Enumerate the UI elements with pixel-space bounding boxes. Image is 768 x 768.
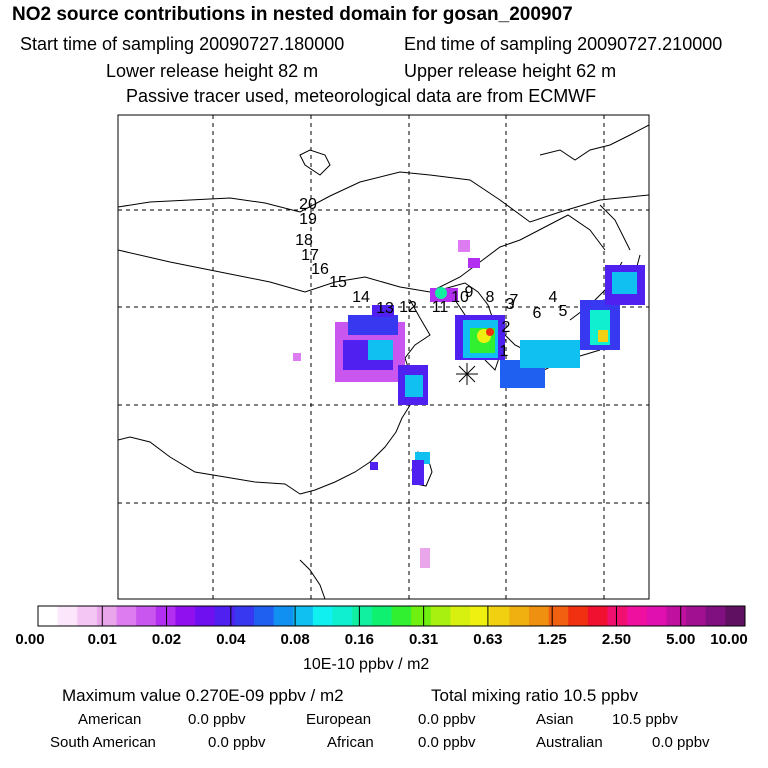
colorbar-swatch [155, 606, 176, 626]
tracer-note: Passive tracer used, meteorological data… [126, 86, 597, 106]
colorbar-swatch [607, 606, 628, 626]
colorbar-swatch [470, 606, 491, 626]
colorbar-swatch [371, 606, 392, 626]
trajectory-label: 6 [533, 305, 542, 322]
colorbar-swatch [57, 606, 78, 626]
colorbar-swatch [666, 606, 687, 626]
region-value: 0.0 ppbv [208, 734, 266, 751]
trajectory-label: 10 [451, 289, 469, 306]
colorbar-tick-label: 0.00 [15, 631, 45, 648]
lower-height-label: Lower release height 82 m [106, 61, 319, 81]
colorbar-unit-label: 10E-10 ppbv / m2 [303, 656, 430, 673]
region-name: Australian [536, 734, 603, 751]
map-grid [118, 115, 649, 599]
colorbar-swatch [116, 606, 137, 626]
start-time-label: Start time of sampling 20090727.180000 [20, 34, 345, 54]
colorbar-swatch [77, 606, 98, 626]
colorbar-border [37, 605, 746, 627]
region-name: Asian [536, 711, 574, 728]
colorbar-swatch [273, 606, 294, 626]
colorbar-swatch [214, 606, 235, 626]
colorbar-swatch [568, 606, 589, 626]
region-value: 0.0 ppbv [418, 734, 476, 751]
chart-title: NO2 source contributions in nested domai… [12, 4, 573, 25]
colorbar-swatch [627, 606, 648, 626]
trajectory-label: 1 [500, 343, 509, 360]
colorbar-swatch [705, 606, 726, 626]
colorbar-swatch [489, 606, 510, 626]
trajectory-label: 8 [486, 289, 495, 306]
colorbar-swatch [234, 606, 255, 626]
colorbar-tick-label: 0.04 [216, 631, 246, 648]
total-mixing-label: Total mixing ratio 10.5 ppbv [431, 686, 638, 705]
colorbar-tick-label: 0.31 [409, 631, 439, 648]
trajectory-label: 16 [311, 261, 329, 278]
trajectory-label: 20 [299, 196, 317, 213]
trajectory-label: 14 [352, 289, 370, 306]
colorbar-swatch [195, 606, 216, 626]
colorbar-swatch [96, 606, 118, 626]
region-name: African [327, 734, 374, 751]
colorbar-swatch [548, 606, 569, 626]
colorbar-tick-label: 0.01 [87, 631, 117, 648]
trajectory-label: 3 [506, 296, 515, 313]
region-name: European [306, 711, 372, 728]
colorbar-swatch [725, 606, 746, 626]
upper-height-label: Upper release height 62 m [404, 61, 617, 81]
trajectory-label: 13 [376, 300, 394, 317]
trajectory-label: 5 [559, 303, 568, 320]
colorbar-tick-label: 1.25 [537, 631, 567, 648]
colorbar-swatch [38, 606, 59, 626]
colorbar-swatch [411, 606, 432, 626]
trajectory-label: 17 [301, 247, 319, 264]
region-value: 0.0 ppbv [188, 711, 246, 728]
colorbar-swatch [254, 606, 275, 626]
colorbar-swatch [175, 606, 196, 626]
colorbar-swatch [450, 606, 471, 626]
trajectory-label: 11 [432, 299, 449, 316]
colorbar-swatch [509, 606, 530, 626]
colorbar-swatch [528, 606, 550, 626]
colorbar-swatch [293, 606, 314, 626]
colorbar-swatch [686, 606, 707, 626]
release-site-marker [456, 363, 478, 385]
region-name: American [78, 711, 142, 728]
colorbar-swatch [646, 606, 667, 626]
max-value-label: Maximum value 0.270E-09 ppbv / m2 [62, 686, 344, 705]
colorbar [37, 605, 746, 627]
colorbar-swatch [312, 606, 334, 626]
trajectory-label: 18 [295, 232, 313, 249]
colorbar-tick-label: 2.50 [601, 631, 632, 648]
trajectory-label: 9 [465, 284, 474, 301]
trajectory-label: 7 [510, 292, 519, 309]
region-value: 10.5 ppbv [612, 711, 678, 728]
trajectory-label: 12 [399, 299, 417, 316]
colorbar-tick-label: 0.63 [473, 631, 503, 648]
colorbar-swatch [587, 606, 609, 626]
trajectory-label: 2 [502, 319, 511, 336]
trajectory-label: 15 [329, 274, 347, 291]
region-name: South American [50, 734, 156, 751]
colorbar-tick-label: 0.02 [151, 631, 182, 648]
colorbar-tick-label: 5.00 [666, 631, 696, 648]
region-value: 0.0 ppbv [652, 734, 710, 751]
trajectory-label: 19 [299, 211, 317, 228]
colorbar-swatch [136, 606, 157, 626]
colorbar-swatch [391, 606, 412, 626]
colorbar-tick-label: 0.08 [280, 631, 310, 648]
colorbar-swatch [332, 606, 353, 626]
colorbar-tick-label: 0.16 [344, 631, 374, 648]
colorbar-swatch [430, 606, 451, 626]
concentration-field [293, 240, 645, 568]
trajectory-label: 4 [549, 289, 558, 306]
region-value: 0.0 ppbv [418, 711, 476, 728]
colorbar-swatch [352, 606, 373, 626]
end-time-label: End time of sampling 20090727.210000 [404, 34, 723, 54]
colorbar-tick-label: 10.00 [710, 631, 748, 648]
